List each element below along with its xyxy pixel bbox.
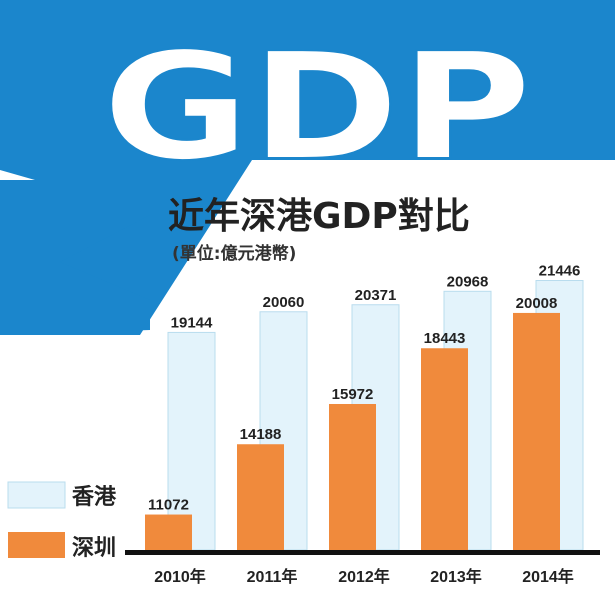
legend-swatch-hongkong xyxy=(7,481,66,509)
banner-arrow xyxy=(0,180,150,335)
legend-swatch-shenzhen xyxy=(8,532,65,558)
bar-hongkong-0 xyxy=(167,331,216,551)
value-label-hongkong-2: 20371 xyxy=(355,287,397,304)
value-label-hongkong-4: 21446 xyxy=(539,262,581,279)
x-tick-labels: 2010年 2011年 2012年 2013年 2014年 xyxy=(154,567,574,586)
bar-shenzhen-4 xyxy=(513,312,560,550)
value-label-hongkong-0: 19144 xyxy=(171,314,213,331)
bar-shenzhen-0 xyxy=(145,514,192,550)
value-label-shenzhen-0: 11072 xyxy=(148,497,189,514)
value-label-hongkong-1: 20060 xyxy=(263,294,305,311)
x-tick-label-3: 2013年 xyxy=(430,567,482,586)
legend-label-shenzhen: 深圳 xyxy=(72,536,116,561)
x-tick-label-4: 2014年 xyxy=(522,567,574,586)
value-label-shenzhen-4: 20008 xyxy=(516,295,558,312)
legend: 香港 深圳 xyxy=(7,481,117,561)
x-axis-baseline xyxy=(125,550,600,555)
x-tick-label-1: 2011年 xyxy=(247,567,298,586)
value-label-shenzhen-3: 18443 xyxy=(424,330,466,347)
value-label-shenzhen-2: 15972 xyxy=(332,386,374,403)
bars-group: 19144 11072 20060 14188 20371 15972 20968 18443… xyxy=(145,262,584,551)
x-tick-label-2: 2012年 xyxy=(338,567,390,586)
banner-background xyxy=(0,0,615,335)
x-tick-label-0: 2010年 xyxy=(154,567,206,586)
banner-title: GDP xyxy=(102,21,532,193)
value-label-hongkong-3: 20968 xyxy=(447,273,489,290)
chart-subtitle: (單位:億元港幣) xyxy=(172,243,296,264)
legend-label-hongkong: 香港 xyxy=(72,485,117,510)
bar-shenzhen-2 xyxy=(329,403,376,550)
chart-title: 近年深港GDP對比 xyxy=(168,196,470,237)
bar-shenzhen-1 xyxy=(237,444,284,550)
bar-shenzhen-3 xyxy=(421,348,468,550)
value-label-shenzhen-1: 14188 xyxy=(240,426,282,443)
